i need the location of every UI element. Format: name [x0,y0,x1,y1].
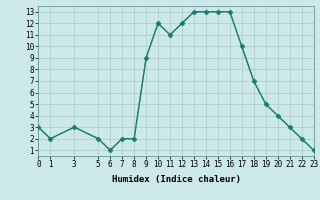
X-axis label: Humidex (Indice chaleur): Humidex (Indice chaleur) [111,175,241,184]
